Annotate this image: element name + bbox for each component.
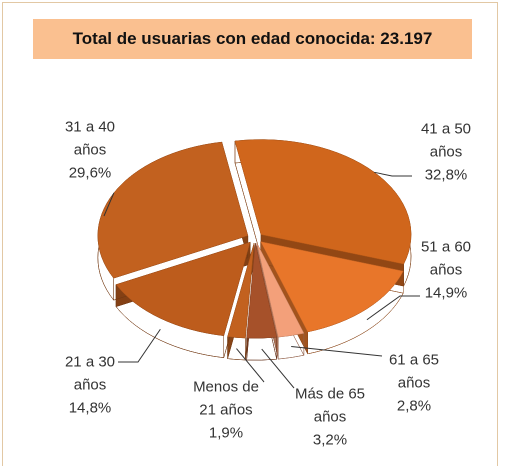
leader-line: [291, 346, 383, 357]
value-label: 2,8%: [396, 397, 432, 415]
chart-frame: [2, 2, 498, 466]
data-label: 21 a 30 años 14,8%: [54, 351, 126, 420]
leader-line: [103, 192, 115, 217]
leader-line: [236, 348, 265, 383]
slice: [256, 242, 305, 338]
chart-title: Total de usuarias con edad conocida: 23.…: [33, 19, 472, 59]
value-label: 14,8%: [68, 399, 112, 417]
value-label: 3,2%: [312, 431, 348, 449]
value-label: 1,9%: [208, 424, 244, 442]
value-label: 29,6%: [68, 164, 112, 182]
leader-line: [261, 348, 295, 389]
category-label: 41 a 50 años: [420, 120, 472, 161]
data-label: 41 a 50 años 32,8%: [410, 118, 482, 187]
leader-line: [118, 328, 161, 363]
leader-line: [374, 171, 412, 177]
value-label: 14,9%: [424, 284, 468, 302]
data-label: Más de 65 años 3,2%: [294, 383, 366, 452]
slice: [234, 139, 412, 265]
category-label: Menos de 21 años: [193, 378, 259, 419]
data-label: 31 a 40 años 29,6%: [54, 116, 126, 185]
category-label: 31 a 40 años: [64, 118, 116, 159]
slice: [246, 243, 278, 339]
category-label: Más de 65 años: [294, 385, 366, 426]
value-label: 32,8%: [424, 166, 468, 184]
data-label: 61 a 65 años 2,8%: [378, 349, 450, 418]
data-label: 51 a 60 años 14,9%: [410, 236, 482, 305]
category-label: 61 a 65 años: [388, 351, 440, 392]
slice: [227, 243, 255, 339]
slice: [260, 241, 404, 333]
category-label: 21 a 30 años: [64, 353, 116, 394]
leader-line: [366, 295, 420, 321]
data-label: Menos de 21 años 1,9%: [186, 376, 266, 445]
category-label: 51 a 60 años: [420, 238, 472, 279]
slice: [115, 241, 251, 336]
